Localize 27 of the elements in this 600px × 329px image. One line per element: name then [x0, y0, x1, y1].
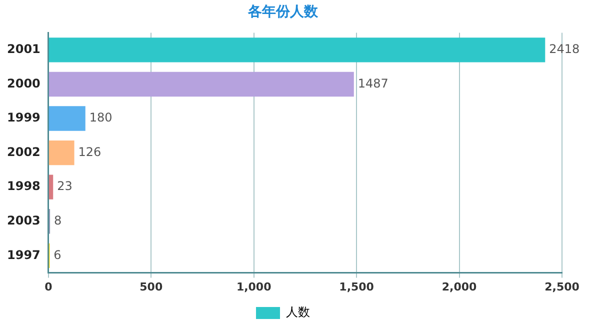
bar	[48, 72, 354, 97]
y-tick-label: 1997	[6, 248, 40, 262]
data-label: 126	[78, 144, 102, 159]
data-label: 1487	[358, 76, 388, 90]
bar	[48, 140, 74, 166]
chart-title: 各年份人数	[247, 4, 319, 20]
bar	[48, 106, 86, 131]
x-tick-label: 2,500	[544, 280, 580, 294]
legend-label: 人数	[286, 305, 310, 320]
bar	[48, 174, 54, 200]
y-tick-label: 1999	[6, 110, 40, 125]
y-tick-label: 1998	[6, 179, 40, 194]
data-label: 8	[54, 213, 62, 228]
data-label: 6	[54, 248, 62, 262]
y-tick-label: 2001	[6, 42, 40, 56]
x-tick-label: 0	[44, 280, 53, 294]
y-tick-label: 2003	[6, 213, 40, 228]
data-label: 180	[89, 110, 112, 125]
y-tick-label: 2000	[6, 76, 40, 90]
x-tick-label: 500	[140, 280, 163, 294]
y-tick-label: 2002	[6, 144, 40, 159]
data-label: 23	[57, 179, 72, 194]
data-label: 2418	[549, 42, 580, 56]
x-tick-label: 1,000	[236, 280, 272, 294]
x-tick-label: 1,500	[339, 280, 374, 294]
bar	[48, 38, 546, 62]
x-tick-label: 2,000	[442, 280, 478, 294]
